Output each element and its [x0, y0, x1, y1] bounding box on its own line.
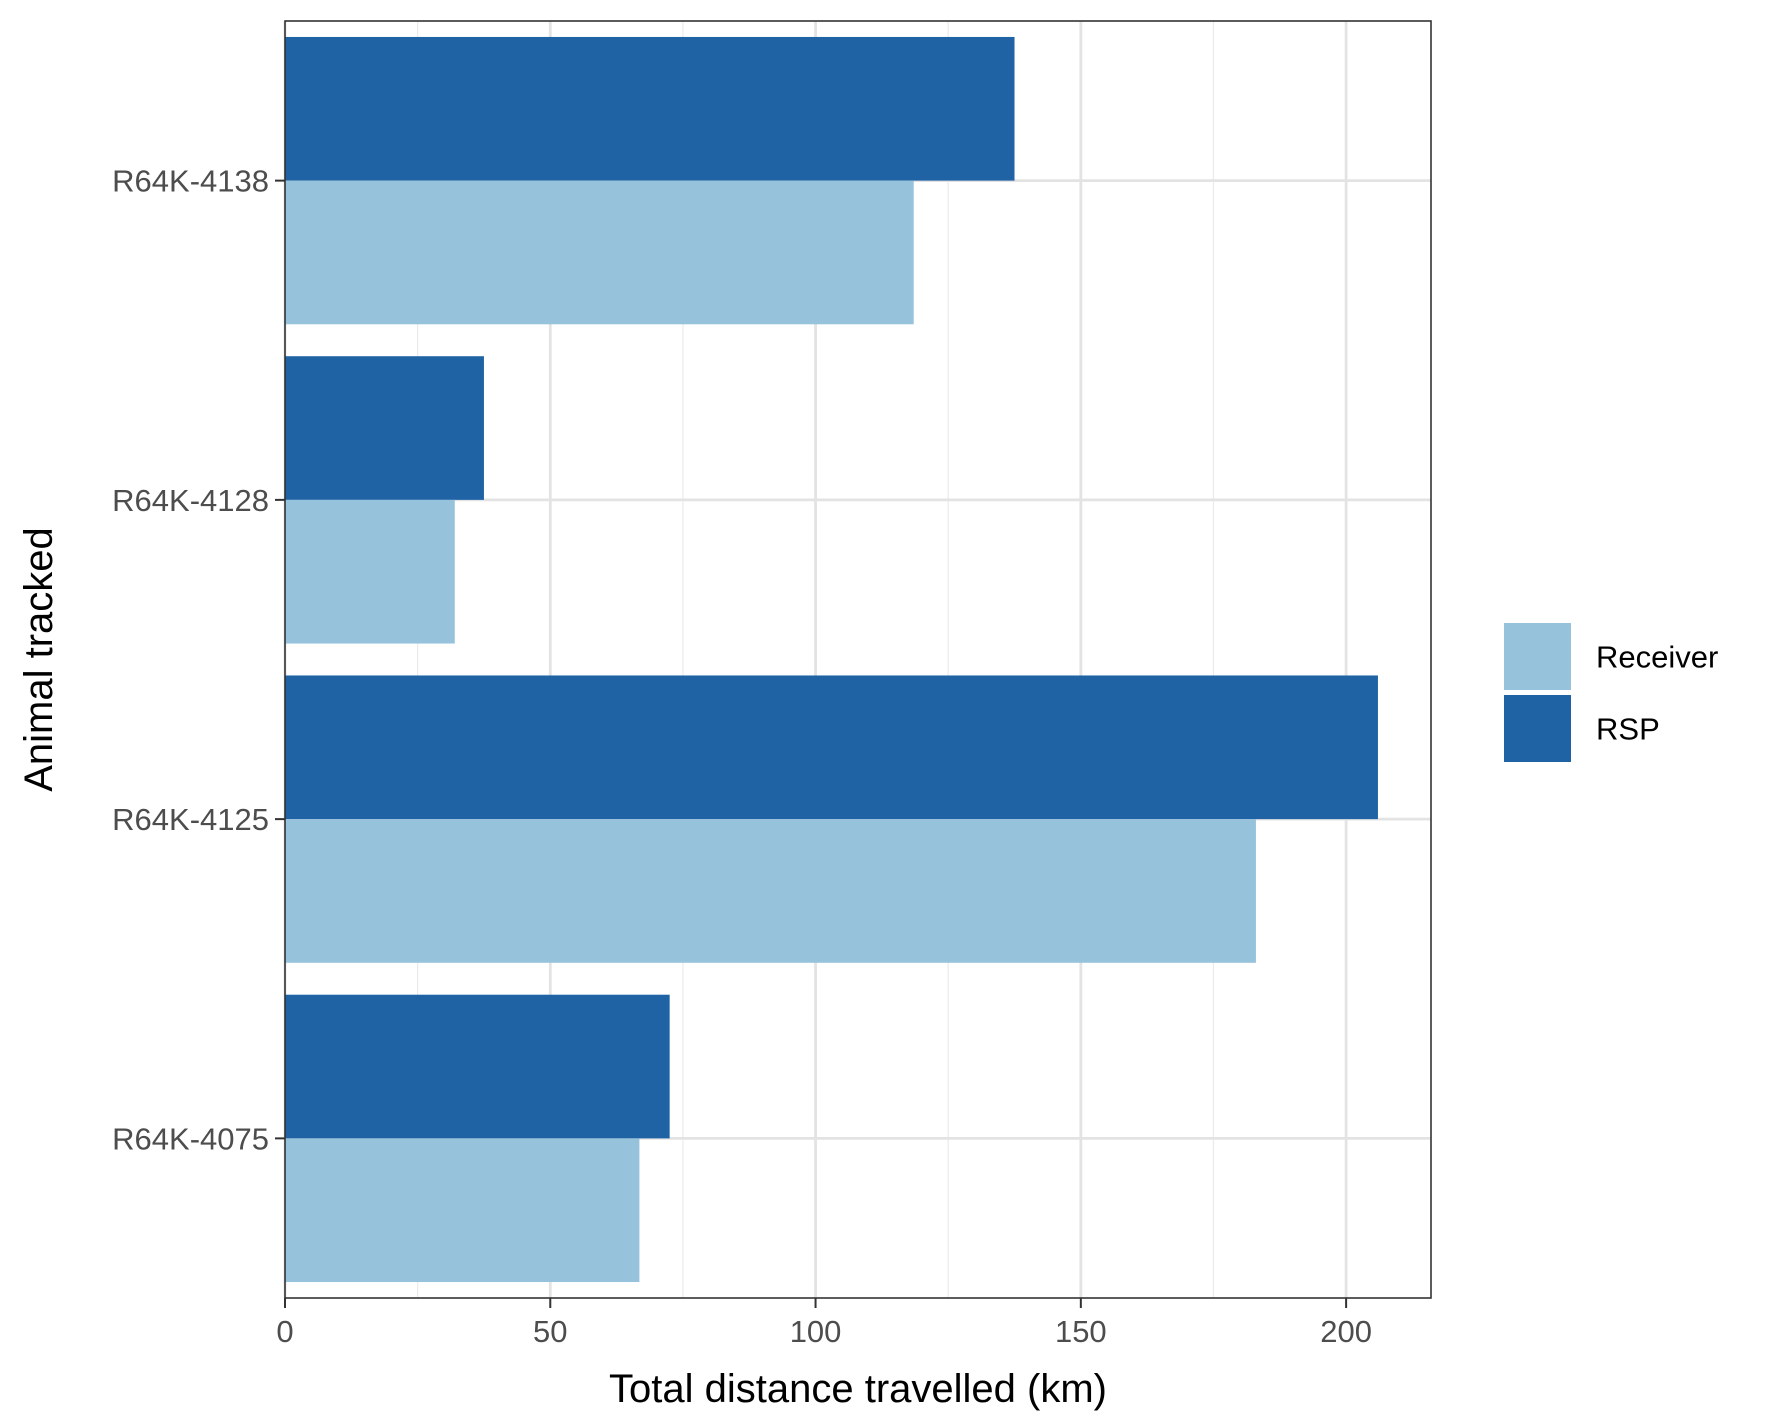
bars: [285, 36, 1378, 1283]
y-tick-label: R64K-4075: [112, 1121, 269, 1156]
bar-receiver-r64k-4138: [285, 180, 914, 325]
x-tick-label: 100: [790, 1314, 842, 1349]
y-tick-label: R64K-4125: [112, 802, 269, 837]
x-axis-title: Total distance travelled (km): [609, 1367, 1107, 1411]
x-tick-label: 0: [276, 1314, 293, 1349]
bar-receiver-r64k-4075: [285, 1138, 640, 1283]
x-tick-label: 50: [533, 1314, 567, 1349]
bar-receiver-r64k-4128: [285, 499, 455, 644]
bar-receiver-r64k-4125: [285, 819, 1256, 963]
bar-rsp-r64k-4128: [285, 356, 484, 500]
legend-label-rsp: RSP: [1596, 712, 1660, 747]
y-axis: R64K-4138 R64K-4128 R64K-4125 R64K-4075: [112, 164, 285, 1156]
legend: Receiver RSP: [1504, 623, 1718, 762]
y-tick-label: R64K-4128: [112, 483, 269, 518]
plot-panel-border: [284, 20, 1432, 1299]
x-tick-label: 150: [1055, 1314, 1107, 1349]
legend-key-rsp: [1504, 695, 1571, 762]
legend-key-receiver: [1504, 623, 1571, 690]
y-tick-label: R64K-4138: [112, 164, 269, 199]
x-axis: 0 50 100 150 200: [276, 1298, 1372, 1349]
x-tick-label: 200: [1320, 1314, 1372, 1349]
bar-rsp-r64k-4138: [285, 36, 1015, 181]
bar-rsp-r64k-4075: [285, 994, 670, 1139]
y-axis-title: Animal tracked: [17, 527, 61, 792]
legend-label-receiver: Receiver: [1596, 640, 1718, 675]
bar-rsp-r64k-4125: [285, 675, 1378, 820]
